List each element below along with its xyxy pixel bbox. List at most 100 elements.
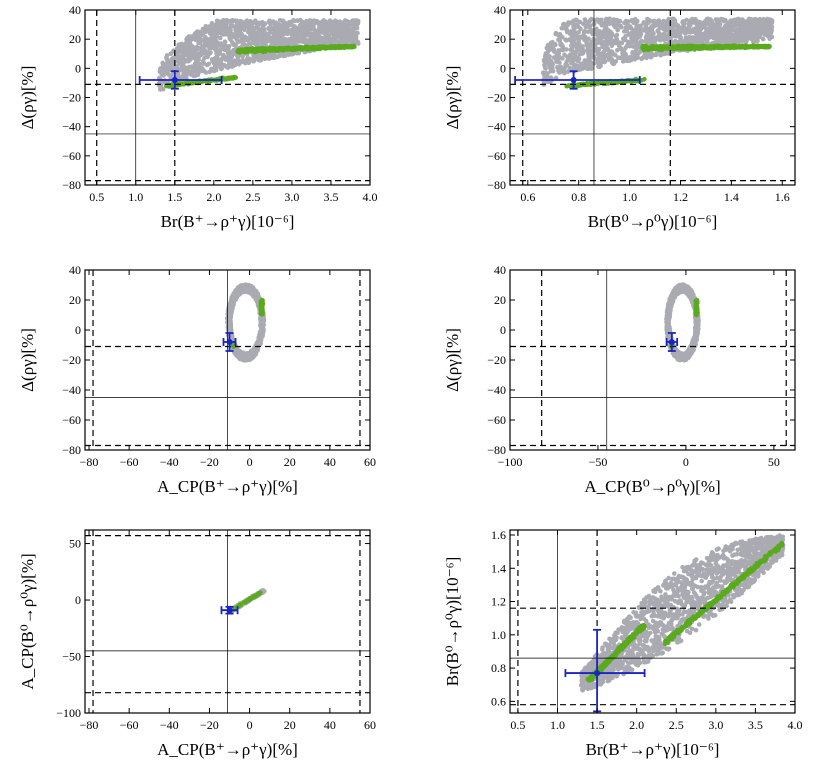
- scan-point: [251, 55, 257, 61]
- scan-point: [584, 66, 590, 72]
- scan-point: [547, 54, 552, 59]
- scan-point: [285, 38, 291, 43]
- scan-point: [687, 28, 692, 34]
- scan-point: [596, 46, 602, 52]
- scan-point: [196, 55, 201, 60]
- scan-point: [556, 69, 562, 75]
- scan-point: [604, 28, 609, 33]
- allowed-point: [261, 48, 267, 54]
- scan-point: [744, 39, 749, 44]
- x-tick-label: 1.0: [622, 190, 637, 204]
- scan-point: [202, 48, 208, 53]
- scan-point: [337, 27, 343, 32]
- scan-point: [638, 39, 644, 44]
- x-tick-label: 4.0: [363, 190, 378, 204]
- scan-point: [674, 23, 679, 29]
- scan-point: [667, 30, 672, 36]
- allowed-point: [349, 44, 355, 49]
- x-tick-label: 3.0: [284, 190, 299, 204]
- scan-point: [653, 23, 658, 28]
- scan-point: [232, 62, 238, 68]
- allowed-point: [279, 47, 284, 53]
- scan-point: [186, 39, 192, 45]
- scan-point: [239, 34, 245, 40]
- scan-point: [631, 27, 636, 33]
- allowed-point: [696, 46, 702, 51]
- scan-point: [215, 61, 220, 67]
- scan-point: [320, 30, 325, 35]
- allowed-point: [645, 47, 651, 52]
- scan-point: [184, 35, 190, 41]
- scan-point: [239, 19, 244, 25]
- scan-point: [761, 31, 767, 36]
- scan-point: [263, 36, 269, 42]
- scan-point: [273, 31, 279, 37]
- scan-point: [269, 26, 275, 31]
- scan-point: [293, 29, 299, 35]
- scan-point: [606, 57, 612, 62]
- scan-point: [614, 17, 620, 23]
- scan-point: [219, 26, 225, 32]
- scan-point: [204, 26, 209, 32]
- scan-point: [346, 19, 351, 25]
- scan-point: [213, 55, 219, 60]
- scan-point: [223, 64, 229, 69]
- scan-point: [297, 29, 303, 34]
- scan-point: [291, 25, 297, 31]
- scan-point: [188, 72, 194, 77]
- scan-point: [622, 36, 627, 42]
- scan-point: [573, 57, 578, 62]
- allowed-point: [231, 75, 236, 80]
- scan-point: [290, 33, 295, 38]
- scan-point: [181, 70, 186, 76]
- scan-point: [581, 48, 586, 54]
- scan-point: [313, 29, 318, 35]
- y-tick-label: −20: [487, 91, 506, 105]
- scan-point: [263, 31, 268, 37]
- scan-point: [719, 37, 725, 42]
- scan-point: [731, 19, 737, 25]
- scan-point: [670, 17, 675, 23]
- scan-point: [249, 24, 254, 30]
- scan-point: [333, 26, 338, 32]
- scan-point: [710, 30, 716, 36]
- scan-point: [262, 21, 268, 27]
- scan-point: [729, 27, 735, 33]
- scan-point: [266, 19, 272, 24]
- scan-point: [339, 20, 344, 26]
- scan-point: [596, 40, 601, 45]
- allowed-point: [326, 44, 332, 50]
- measurement-point: [570, 77, 577, 83]
- x-tick-label: 3.5: [323, 190, 338, 204]
- scan-point: [254, 20, 259, 25]
- scan-point: [636, 45, 641, 50]
- scan-point: [219, 66, 224, 71]
- scan-point: [289, 52, 295, 57]
- scan-point: [643, 35, 649, 40]
- scan-point: [274, 21, 280, 27]
- scan-point: [176, 74, 181, 79]
- allowed-point: [746, 44, 752, 49]
- allowed-point: [197, 80, 202, 85]
- scan-point: [736, 30, 741, 36]
- scan-point: [559, 47, 564, 52]
- scan-point: [718, 16, 724, 22]
- y-tick-label: 0: [500, 61, 506, 75]
- scan-point: [221, 32, 226, 37]
- scan-point: [588, 17, 593, 23]
- scan-point: [613, 52, 618, 58]
- scan-point: [353, 33, 359, 39]
- scan-point: [609, 33, 614, 38]
- scan-point: [303, 38, 309, 43]
- scan-point: [283, 21, 289, 26]
- scan-point: [255, 23, 260, 29]
- scan-point: [195, 34, 201, 40]
- scan-point: [195, 29, 200, 34]
- scan-point: [186, 45, 191, 50]
- scan-point: [202, 55, 207, 61]
- y-tick-label: −20: [62, 91, 81, 105]
- scan-point: [351, 26, 356, 32]
- scan-point: [632, 50, 638, 55]
- allowed-point: [291, 45, 296, 51]
- scan-point: [266, 56, 272, 61]
